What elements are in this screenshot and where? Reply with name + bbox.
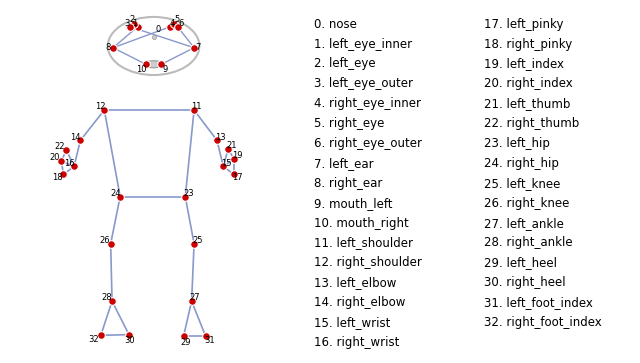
Text: 4: 4 <box>170 19 175 28</box>
Text: 31: 31 <box>204 336 214 345</box>
Text: 0: 0 <box>156 25 161 34</box>
Text: 24. right_hip: 24. right_hip <box>484 157 559 170</box>
Text: 1. left_eye_inner: 1. left_eye_inner <box>314 38 412 50</box>
Text: 2. left_eye: 2. left_eye <box>314 57 376 70</box>
Text: 13: 13 <box>215 133 226 142</box>
Text: 0. nose: 0. nose <box>314 18 356 31</box>
Text: 30: 30 <box>125 337 135 346</box>
Text: 7. left_ear: 7. left_ear <box>314 157 374 170</box>
Text: 32: 32 <box>88 335 99 344</box>
Text: 8. right_ear: 8. right_ear <box>314 177 382 190</box>
Ellipse shape <box>127 24 141 29</box>
Text: 23. left_hip: 23. left_hip <box>484 137 550 150</box>
Text: 6. right_eye_outer: 6. right_eye_outer <box>314 137 422 150</box>
Text: 19. left_index: 19. left_index <box>484 57 564 70</box>
Text: 17: 17 <box>232 174 243 183</box>
Text: 17. left_pinky: 17. left_pinky <box>484 18 563 31</box>
Text: 18. right_pinky: 18. right_pinky <box>484 38 572 50</box>
Text: 28. right_ankle: 28. right_ankle <box>484 236 572 249</box>
Text: 5. right_eye: 5. right_eye <box>314 117 384 130</box>
Text: 26: 26 <box>100 236 110 245</box>
Text: 28: 28 <box>101 293 112 302</box>
Text: 16. right_wrist: 16. right_wrist <box>314 336 399 349</box>
Text: 19: 19 <box>232 151 243 160</box>
Text: 6: 6 <box>179 19 184 28</box>
Text: 3: 3 <box>124 19 129 28</box>
Text: 8: 8 <box>106 42 111 52</box>
Text: 9: 9 <box>162 65 168 74</box>
Text: 25: 25 <box>193 236 203 245</box>
Text: 20. right_index: 20. right_index <box>484 77 572 90</box>
Text: 32. right_foot_index: 32. right_foot_index <box>484 316 602 329</box>
Text: 30. right_heel: 30. right_heel <box>484 276 565 289</box>
Text: 5: 5 <box>174 16 179 24</box>
Text: 31. left_foot_index: 31. left_foot_index <box>484 296 593 309</box>
Text: 29: 29 <box>180 338 191 347</box>
Text: 22: 22 <box>54 142 65 151</box>
Text: 12: 12 <box>95 102 106 111</box>
Text: 12. right_shoulder: 12. right_shoulder <box>314 256 422 269</box>
Text: 10: 10 <box>136 65 147 74</box>
Text: 25. left_knee: 25. left_knee <box>484 177 560 190</box>
Text: 11. left_shoulder: 11. left_shoulder <box>314 236 413 249</box>
Text: 1: 1 <box>132 19 138 28</box>
Text: 21. left_thumb: 21. left_thumb <box>484 97 570 110</box>
Text: 21: 21 <box>227 141 237 150</box>
Text: 15. left_wrist: 15. left_wrist <box>314 316 390 329</box>
Text: 20: 20 <box>49 154 60 162</box>
Text: 7: 7 <box>196 42 201 52</box>
Ellipse shape <box>167 24 181 29</box>
Text: 16: 16 <box>64 159 74 168</box>
Ellipse shape <box>143 61 164 68</box>
Text: 14. right_elbow: 14. right_elbow <box>314 296 405 309</box>
Text: 27: 27 <box>190 293 200 302</box>
Text: 3. left_eye_outer: 3. left_eye_outer <box>314 77 413 90</box>
Text: 27. left_ankle: 27. left_ankle <box>484 217 563 229</box>
Text: 22. right_thumb: 22. right_thumb <box>484 117 579 130</box>
Text: 26. right_knee: 26. right_knee <box>484 197 569 210</box>
Text: 11: 11 <box>191 102 202 111</box>
Text: 10. mouth_right: 10. mouth_right <box>314 217 408 229</box>
Text: 23: 23 <box>184 189 194 198</box>
Text: 14: 14 <box>70 133 81 142</box>
Text: 9. mouth_left: 9. mouth_left <box>314 197 392 210</box>
Text: 29. left_heel: 29. left_heel <box>484 256 557 269</box>
Text: 2: 2 <box>130 16 135 24</box>
Text: 4. right_eye_inner: 4. right_eye_inner <box>314 97 421 110</box>
Text: 24: 24 <box>110 189 120 198</box>
Text: 15: 15 <box>221 159 232 168</box>
Text: 18: 18 <box>52 174 63 183</box>
Text: 13. left_elbow: 13. left_elbow <box>314 276 396 289</box>
